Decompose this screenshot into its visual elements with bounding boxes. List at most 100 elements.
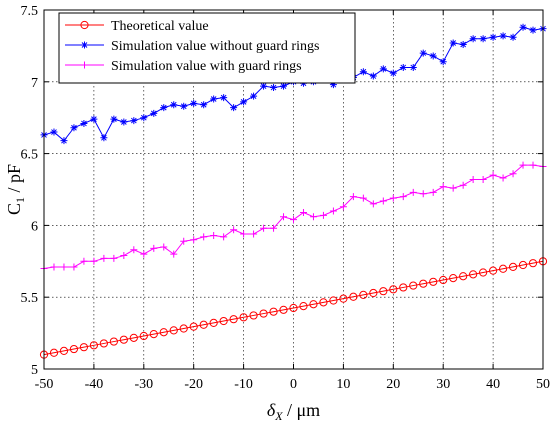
series-3-point xyxy=(160,243,168,251)
series-1-point xyxy=(419,279,428,288)
series-2-point xyxy=(70,124,78,132)
series-1-point xyxy=(349,292,358,301)
series-1-point xyxy=(518,260,528,270)
x-axis-title: δX / μm xyxy=(267,400,320,423)
x-tick-label: 0 xyxy=(290,377,297,392)
series-2-point xyxy=(359,68,367,76)
x-tick-label: 40 xyxy=(486,377,500,392)
series-1-point xyxy=(459,272,468,281)
series-3-point xyxy=(369,200,377,208)
series-3-point xyxy=(399,193,407,201)
series-2-point xyxy=(369,72,377,80)
x-tick-label: 10 xyxy=(336,377,350,392)
series-1-point xyxy=(209,318,218,328)
series-3-point xyxy=(499,174,507,182)
x-tick-label: 50 xyxy=(536,377,550,392)
series-2-point xyxy=(120,118,128,126)
series-2-point xyxy=(280,82,288,90)
series-3-point xyxy=(299,208,307,216)
y-axis-title: C1 / pF xyxy=(4,164,27,215)
series-1-point xyxy=(99,339,108,348)
series-2-point xyxy=(230,104,238,112)
series-2-point xyxy=(439,58,447,66)
series-2-point xyxy=(180,102,188,110)
series-1-point xyxy=(89,341,99,350)
x-tick-label: -50 xyxy=(35,377,54,392)
series-layer xyxy=(39,23,548,359)
series-2-point xyxy=(110,115,118,123)
series-3-point xyxy=(479,175,487,183)
series-3-point xyxy=(170,250,178,258)
series-3-point xyxy=(260,224,268,232)
series-1-point xyxy=(369,288,378,298)
series-2-point xyxy=(260,82,268,90)
series-2-point xyxy=(140,114,148,122)
series-3-point xyxy=(489,171,497,179)
series-1-point xyxy=(498,264,508,273)
series-1-point xyxy=(479,268,488,277)
series-3-point xyxy=(70,263,78,271)
series-2-point xyxy=(499,32,507,40)
y-tick-label: 5.5 xyxy=(21,291,39,306)
series-1-point xyxy=(179,324,188,333)
series-1-point xyxy=(139,331,148,341)
series-1-point xyxy=(69,344,79,354)
series-2-point xyxy=(459,40,467,48)
series-1-point xyxy=(189,322,198,331)
series-1-point xyxy=(439,275,448,285)
series-3-point xyxy=(220,233,228,241)
series-1-point xyxy=(449,274,458,283)
series-1-point xyxy=(219,316,228,326)
legend-swatch-marker xyxy=(80,20,89,30)
series-2-point xyxy=(519,23,527,31)
y-tick-label: 5 xyxy=(31,363,38,378)
series-1-point xyxy=(379,287,388,296)
series-3-point xyxy=(190,236,198,244)
series-2-point xyxy=(509,33,517,41)
legend: Theoretical value Simulation value withou… xyxy=(58,12,356,84)
series-2-point xyxy=(409,63,417,71)
series-2-point xyxy=(529,26,537,34)
series-1-point xyxy=(299,302,308,311)
legend-entry-3: Simulation value with guard rings xyxy=(65,59,302,74)
legend-entry-2: Simulation value without guard rings xyxy=(65,39,319,54)
series-3-point xyxy=(210,231,218,239)
series-2-point xyxy=(200,101,208,109)
series-2-point xyxy=(469,35,477,43)
series-1-point xyxy=(159,328,168,337)
series-3-point xyxy=(280,213,288,221)
series-3-point xyxy=(150,244,158,252)
series-2-point xyxy=(419,49,427,57)
series-3-point xyxy=(120,252,128,260)
series-3-point xyxy=(100,254,108,262)
series-3-point xyxy=(359,194,367,202)
series-3-point xyxy=(449,184,457,192)
series-2-point xyxy=(90,115,98,123)
legend-swatch-marker xyxy=(81,41,88,49)
x-tick-label: -30 xyxy=(134,377,153,392)
series-3-point xyxy=(509,170,517,178)
series-3-point xyxy=(459,181,467,189)
series-3-point xyxy=(50,263,58,271)
series-1-point xyxy=(169,326,178,335)
series-2-point xyxy=(60,137,68,145)
x-tick-label: -20 xyxy=(184,377,203,392)
series-3-point xyxy=(529,161,537,169)
series-1-point xyxy=(469,270,478,279)
series-1-point xyxy=(329,296,338,305)
series-3-point xyxy=(60,263,68,271)
series-1-point xyxy=(409,281,418,290)
series-2-point xyxy=(389,69,397,77)
series-3-point xyxy=(429,188,437,196)
series-1-point xyxy=(199,320,208,329)
series-2-point xyxy=(130,117,138,125)
series-1-point xyxy=(339,294,348,303)
series-2-point xyxy=(80,119,88,127)
series-2-point xyxy=(170,101,178,109)
series-1-point xyxy=(109,337,118,346)
x-tick-label: 30 xyxy=(436,377,450,392)
series-1-point xyxy=(359,290,368,300)
y-tick-label: 6.5 xyxy=(21,148,39,163)
series-3-point xyxy=(130,246,138,254)
